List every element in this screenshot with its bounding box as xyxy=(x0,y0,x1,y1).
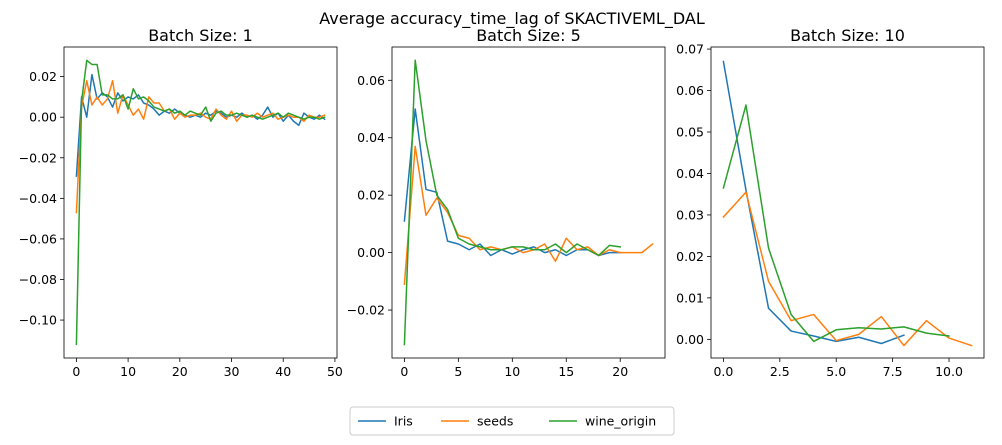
y-tick-label: −0.02 xyxy=(347,303,385,318)
legend: Iris seeds wine_origin xyxy=(349,406,675,436)
x-tick-label: 10.0 xyxy=(935,364,963,379)
y-tick-label: 0.00 xyxy=(357,245,385,260)
y-tick-label: 0.05 xyxy=(676,125,704,140)
series-line-wine-origin xyxy=(722,104,950,343)
series-line-wine-origin xyxy=(75,59,326,346)
axes-frame xyxy=(710,46,985,359)
y-tick-label: 0.00 xyxy=(29,110,57,125)
panel-1: Batch Size: 1 0 10 20 30 40 50 −0.10 −0.08 −0.06 −… xyxy=(19,26,343,379)
x-tick-label: 5 xyxy=(454,364,462,379)
panel-title: Batch Size: 5 xyxy=(476,26,581,45)
series-line-iris xyxy=(75,73,326,177)
series-line-iris xyxy=(722,60,905,345)
x-tick-label: 0.0 xyxy=(713,364,733,379)
figure-title: Average accuracy_time_lag of SKACTIVEML_… xyxy=(319,9,705,29)
series-group xyxy=(722,60,973,347)
panel-title: Batch Size: 1 xyxy=(148,26,253,45)
y-tick-label: 0.06 xyxy=(676,83,704,98)
x-tick-label: 7.5 xyxy=(883,364,903,379)
series-line-seeds xyxy=(722,191,973,347)
y-tick-label: 0.00 xyxy=(676,332,704,347)
series-line-wine-origin xyxy=(403,59,622,346)
y-tick-label: −0.10 xyxy=(19,313,57,328)
x-tick-label: 20 xyxy=(172,364,188,379)
x-tick-label: 0 xyxy=(400,364,408,379)
x-tick-label: 40 xyxy=(275,364,291,379)
y-tick-label: 0.02 xyxy=(676,249,704,264)
panel-2: Batch Size: 5 0 5 10 15 20 −0.02 0.00 0.02 0.04 0.… xyxy=(347,26,666,379)
y-tick-label: −0.06 xyxy=(19,231,57,246)
legend-label: Iris xyxy=(394,414,413,429)
x-tick-label: 15 xyxy=(558,364,574,379)
axes-frame xyxy=(391,46,666,359)
legend-box xyxy=(349,406,675,436)
legend-label: seeds xyxy=(477,414,513,429)
x-tick-label: 2.5 xyxy=(770,364,790,379)
y-tick-label: −0.08 xyxy=(19,272,57,287)
y-tick-label: 0.02 xyxy=(29,69,57,84)
x-tick-label: 50 xyxy=(327,364,343,379)
axes-frame xyxy=(63,46,338,359)
legend-label: wine_origin xyxy=(585,414,656,429)
x-tick-label: 10 xyxy=(120,364,136,379)
x-tick-label: 5.0 xyxy=(826,364,846,379)
x-tick-label: 30 xyxy=(224,364,240,379)
y-tick-label: −0.02 xyxy=(19,150,57,165)
panel-title: Batch Size: 10 xyxy=(790,26,905,45)
panels: Batch Size: 10 10 20 30 40 50−0.10−0.08−0.06−… xyxy=(19,26,985,379)
y-tick-label: 0.04 xyxy=(676,166,704,181)
series-group xyxy=(75,59,326,346)
x-tick-label: 10 xyxy=(504,364,520,379)
y-tick-label: 0.01 xyxy=(676,290,704,305)
x-tick-label: 0 xyxy=(72,364,80,379)
y-tick-label: 0.02 xyxy=(357,188,385,203)
x-tick-label: 20 xyxy=(612,364,628,379)
y-tick-label: 0.04 xyxy=(357,130,385,145)
series-line-seeds xyxy=(75,79,326,214)
series-line-seeds xyxy=(403,145,654,286)
y-tick-label: −0.04 xyxy=(19,191,57,206)
panel-3: Batch Size: 10 0.0 2.5 5.0 7.5 10.0 0.00 0.01 0.… xyxy=(676,26,985,379)
y-tick-label: 0.03 xyxy=(676,207,704,222)
y-tick-label: 0.07 xyxy=(676,42,704,57)
series-group xyxy=(403,59,654,346)
y-tick-label: 0.06 xyxy=(357,73,385,88)
series-line-iris xyxy=(403,108,621,257)
